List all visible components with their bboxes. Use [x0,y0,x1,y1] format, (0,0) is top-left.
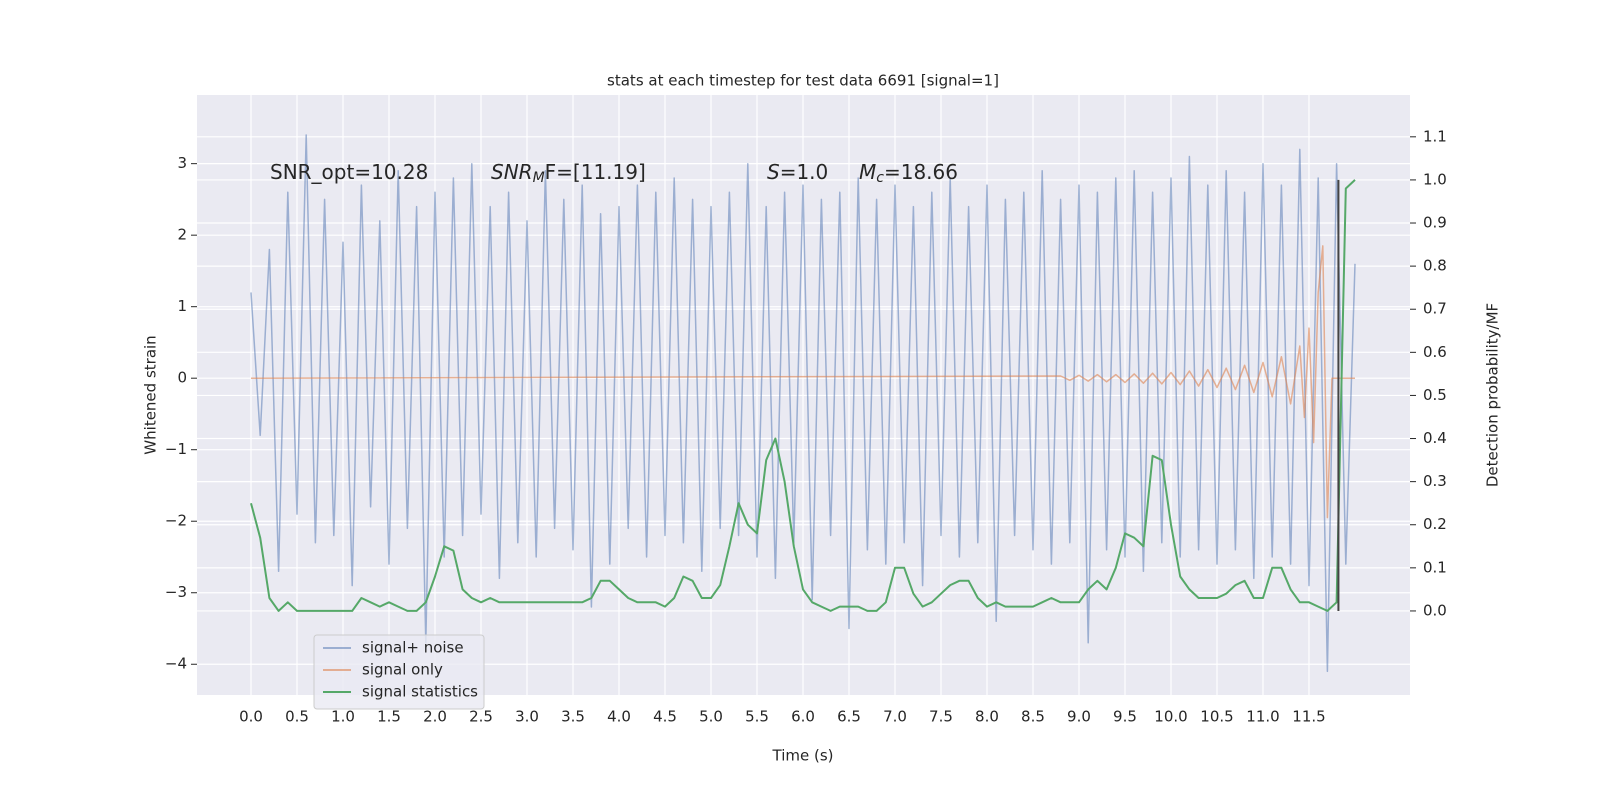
x-tick-label: 8.5 [1021,708,1045,726]
y2-tick-label: 0.1 [1423,558,1447,576]
y2-tick-label: 1.1 [1423,127,1447,145]
annotation-base: S [767,160,780,184]
y2-tick-label: 0.4 [1423,429,1447,447]
x-tick-label: 4.0 [607,708,631,726]
y-axis-label: Whitened strain [142,335,160,454]
annotation-base: SNR_opt=10.28 [270,160,428,184]
x-tick-label: 11.5 [1292,708,1325,726]
y2-tick-label: 0.0 [1423,601,1447,619]
annotation-rest: =1.0 [780,160,829,184]
x-tick-label: 5.5 [745,708,769,726]
x-tick-label: 7.0 [883,708,907,726]
x-axis-label: Time (s) [772,747,834,765]
x-tick-label: 2.5 [469,708,493,726]
x-tick-label: 3.0 [515,708,539,726]
annotation-rest: F=[11.19] [545,160,646,184]
x-tick-label: 0.0 [239,708,263,726]
y2-tick-label: 0.8 [1423,257,1447,275]
x-tick-label: 5.0 [699,708,723,726]
y-tick-label: 3 [177,154,187,172]
annotation: SNR_opt=10.28 [270,160,428,184]
y-tick-label: −1 [165,440,187,458]
x-tick-label: 9.5 [1113,708,1137,726]
y2-tick-label: 1.0 [1423,170,1447,188]
annotation-base: SNR [491,160,533,184]
legend-label: signal statistics [362,683,478,701]
x-tick-label: 7.5 [929,708,953,726]
y2-tick-label: 0.5 [1423,386,1447,404]
series-line [250,245,1355,519]
series-line [250,179,1356,612]
y2-tick-label: 0.7 [1423,300,1447,318]
y2-tick-label: 0.3 [1423,472,1447,490]
x-tick-label: 10.0 [1154,708,1187,726]
x-tick-label: 9.0 [1067,708,1091,726]
annotation-sub: M [533,170,545,186]
y-tick-label: 0 [177,369,187,387]
y-tick-label: −2 [165,512,187,530]
annotation-sub: c [876,170,884,186]
x-tick-label: 6.0 [791,708,815,726]
x-tick-label: 1.0 [331,708,355,726]
x-tick-label: 2.0 [423,708,447,726]
y2-tick-label: 0.9 [1423,214,1447,232]
x-tick-label: 10.5 [1200,708,1233,726]
x-tick-label: 4.5 [653,708,677,726]
annotation: SNRMF=[11.19] [491,160,646,187]
legend-label: signal+ noise [362,639,464,657]
y-tick-label: 2 [177,226,187,244]
series-line [250,134,1356,673]
overlay: 0.0 0.5 1.0 1.5 2.0 2.5 3.0 3.5 4.0 4.5 5.0 5.5 6.0 6… [165,127,1447,725]
annotation-rest: =18.66 [884,160,958,184]
x-tick-label: 3.5 [561,708,585,726]
chart-title: stats at each timestep for test data 669… [607,72,999,90]
y-tick-label: 1 [177,297,187,315]
data [250,134,1356,673]
y2-tick-label: 0.2 [1423,515,1447,533]
y-tick-label: −3 [165,583,187,601]
x-tick-label: 6.5 [837,708,861,726]
legend-box [313,634,485,710]
annotation-base: M [859,160,876,184]
y2-tick-label: 0.6 [1423,343,1447,361]
grid [197,95,1410,695]
x-tick-label: 8.0 [975,708,999,726]
x-tick-label: 0.5 [285,708,309,726]
y2-axis-label: Detection probability/MF [1484,303,1502,487]
x-tick-label: 1.5 [377,708,401,726]
y-tick-label: −4 [165,655,187,673]
x-tick-label: 11.0 [1246,708,1279,726]
annotation: Mc=18.66 [859,160,958,187]
legend-label: signal only [362,661,443,679]
annotation: S=1.0 [767,160,828,184]
